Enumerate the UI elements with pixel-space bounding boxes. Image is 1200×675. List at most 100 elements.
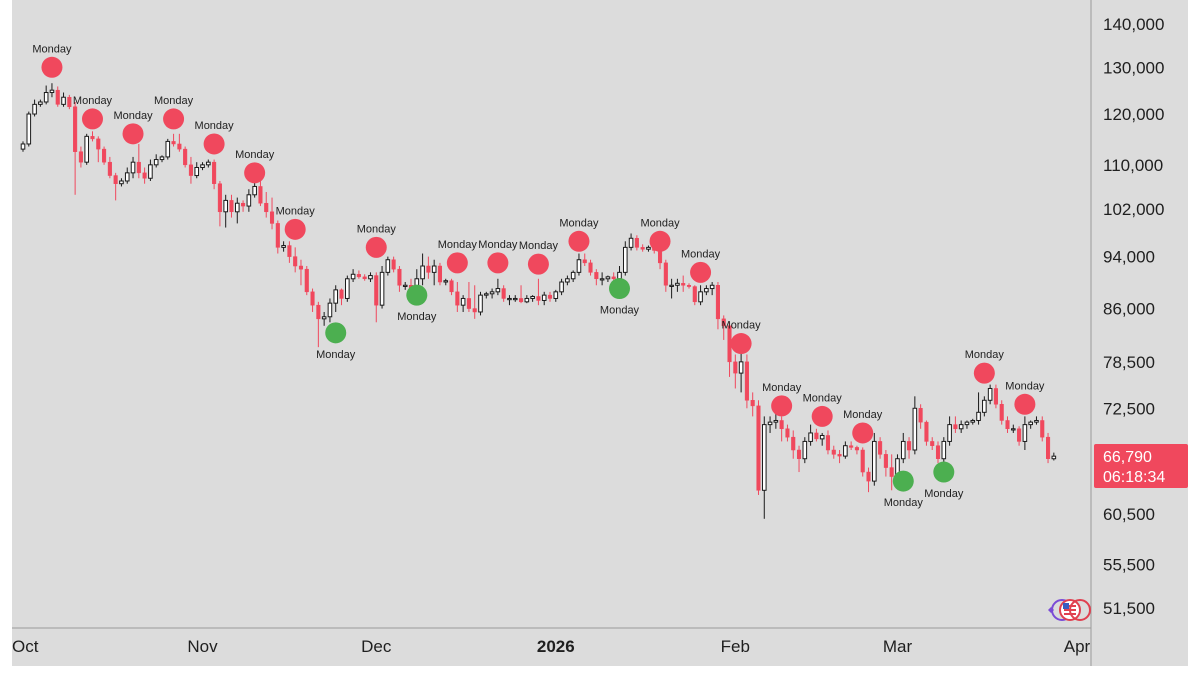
candle-body [524, 297, 530, 303]
candle-bullish [84, 133, 89, 165]
candle-body [67, 96, 72, 108]
candle-body [536, 296, 541, 301]
price-badge-background [1094, 444, 1188, 488]
candle-body [252, 185, 257, 196]
candle-body [269, 211, 275, 224]
candle-bullish [206, 159, 211, 168]
candle-body [547, 294, 553, 299]
candle-body [1028, 421, 1033, 426]
candle-bearish [449, 278, 454, 296]
monday-marker: Monday [397, 284, 437, 323]
candle-bullish [530, 295, 535, 302]
candle-bullish [761, 416, 767, 519]
candle-bearish [825, 430, 831, 455]
red-dot-marker [852, 422, 874, 444]
candle-body [541, 294, 547, 301]
marker-label: Monday [965, 349, 1005, 361]
candle-body [153, 159, 159, 166]
candle-body [692, 286, 697, 303]
candle-body [715, 285, 720, 320]
candle-body [698, 291, 703, 303]
candle-body [362, 276, 367, 280]
red-dot-marker [41, 56, 63, 78]
candle-bullish [958, 420, 964, 433]
candle-body [785, 428, 790, 438]
candle-bullish [570, 270, 576, 283]
candle-bearish [715, 282, 720, 330]
candle-bearish [67, 94, 72, 110]
candle-body [843, 445, 848, 457]
red-dot-marker [811, 405, 833, 427]
candle-body [953, 424, 958, 430]
candle-body [773, 419, 779, 423]
candle-bearish [1040, 416, 1045, 442]
candle-bearish [275, 220, 280, 254]
candle-bullish [1022, 416, 1028, 451]
time-tick-label: 2026 [537, 637, 575, 656]
candle-bearish [293, 247, 298, 273]
candle-bullish [872, 432, 877, 486]
price-axis[interactable]: 140,000 130,000 120,000 110,000 102,000 94,00… [1103, 15, 1164, 618]
marker-label: Monday [924, 488, 964, 500]
candle-bearish [426, 256, 431, 279]
candle-bearish [188, 156, 193, 184]
price-tick-label: 78,500 [1103, 353, 1155, 372]
candle-bullish [484, 291, 489, 299]
candle-body [402, 284, 408, 287]
candle-body [744, 361, 749, 401]
marker-label: Monday [438, 239, 478, 251]
candle-body [791, 436, 796, 451]
chart-background [12, 0, 1188, 666]
candle-bearish [796, 445, 802, 473]
candle-bullish [379, 266, 385, 309]
price-badge: 66,790 06:18:34 [1094, 444, 1188, 488]
candle-bullish [628, 233, 634, 251]
candle-countdown-label: 06:18:34 [1103, 469, 1165, 486]
candle-bearish [854, 445, 859, 455]
candle-bearish [785, 424, 790, 442]
candle-body [750, 400, 755, 407]
candle-bearish [472, 285, 477, 319]
candlestick-chart[interactable]: MondayMondayMondayMondayMondayMondayMond… [12, 0, 1188, 666]
candle-body [999, 404, 1004, 421]
candle-bullish [26, 111, 32, 147]
candle-body [49, 89, 55, 94]
candle-body [177, 143, 182, 150]
monday-marker: Monday [600, 278, 640, 317]
candle-body [611, 276, 616, 280]
chart-area[interactable]: Monday Monday Monday Monday Monday Monday Mond… [12, 0, 1188, 666]
candle-bullish [698, 285, 703, 306]
marker-label: Monday [276, 205, 316, 217]
red-dot-marker [81, 108, 103, 130]
monday-marker: Monday [478, 239, 518, 274]
candle-bearish [721, 315, 726, 340]
marker-label: Monday [681, 248, 721, 260]
candle-bearish [831, 445, 836, 459]
logo-icon[interactable] [1048, 599, 1091, 621]
candle-bearish [883, 450, 888, 477]
candle-bullish [368, 272, 373, 283]
candle-bullish [773, 412, 779, 429]
candle-bearish [518, 285, 524, 304]
candle-body [976, 411, 981, 421]
candle-bearish [692, 285, 697, 306]
marker-label: Monday [397, 311, 437, 323]
monday-marker: Monday [195, 120, 234, 155]
candle-body [669, 284, 674, 287]
candle-body [460, 297, 466, 306]
time-axis[interactable]: Oct Nov Dec 2026 Feb Mar Apr [12, 637, 1091, 656]
candle-body [217, 183, 222, 213]
candle-body [484, 293, 489, 296]
green-dot-marker [608, 278, 630, 300]
candle-bearish [733, 354, 738, 389]
candle-body [258, 186, 263, 204]
candle-bullish [385, 256, 391, 276]
candle-bullish [709, 282, 715, 296]
red-dot-marker [203, 133, 225, 155]
candle-body [142, 172, 147, 179]
candle-body [814, 432, 819, 440]
candle-body [96, 138, 101, 150]
candle-body [831, 449, 836, 455]
candle-bearish [582, 253, 587, 267]
marker-label: Monday [843, 409, 883, 421]
